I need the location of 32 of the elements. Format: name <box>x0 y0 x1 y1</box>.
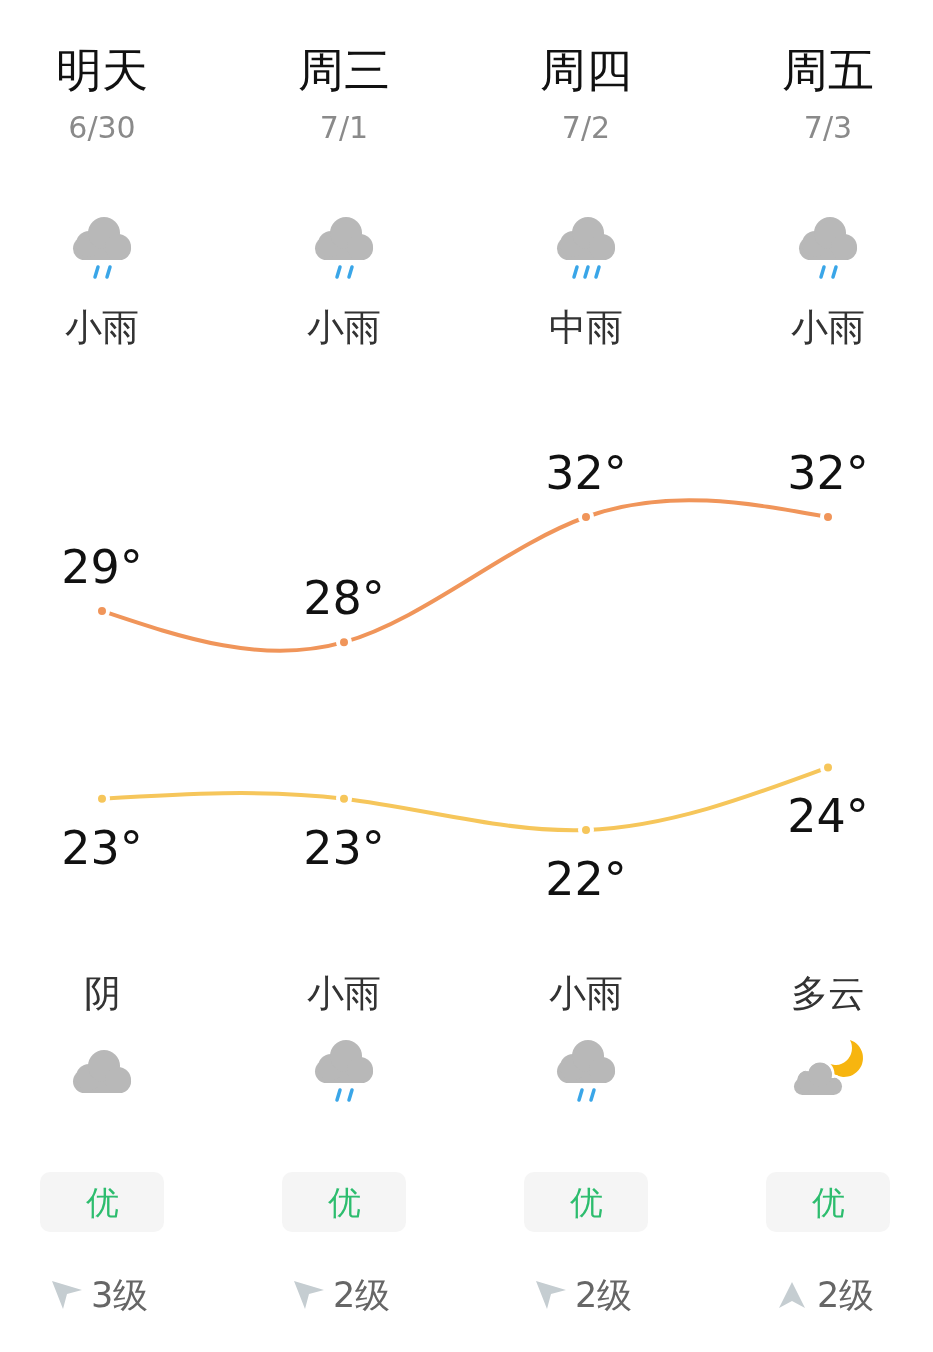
text: 多云 <box>791 971 865 1015</box>
text: 优 <box>569 1182 603 1222</box>
text: 小雨 <box>65 305 139 349</box>
data-label: 28° <box>303 571 385 626</box>
text: 2级 <box>333 1275 391 1315</box>
data-label: 32° <box>787 446 869 500</box>
text: 优 <box>811 1182 845 1222</box>
data-label: 23° <box>303 820 385 875</box>
x-tick-label: 周三 <box>298 43 390 97</box>
data-label: 23° <box>61 820 143 875</box>
text: 优 <box>85 1182 119 1222</box>
text: 小雨 <box>307 305 381 349</box>
text: 2级 <box>575 1275 633 1315</box>
data-label: 32° <box>545 446 627 500</box>
text: 6/30 <box>68 109 136 145</box>
text: 2级 <box>817 1275 875 1315</box>
data-label: 22° <box>545 852 627 906</box>
x-tick-label: 周五 <box>782 43 874 97</box>
text: 7/3 <box>803 109 853 145</box>
text: 优 <box>327 1182 361 1222</box>
data-label: 29° <box>61 539 143 594</box>
text: 3级 <box>91 1275 149 1315</box>
text: 小雨 <box>791 305 865 349</box>
text: 小雨 <box>307 971 381 1015</box>
text: 7/1 <box>319 109 369 145</box>
text: 阴 <box>83 971 121 1015</box>
text: 中雨 <box>549 305 623 349</box>
x-tick-label: 周四 <box>540 43 632 97</box>
data-label: 24° <box>787 789 869 844</box>
text: 7/2 <box>561 109 611 145</box>
text: 小雨 <box>549 971 623 1015</box>
x-tick-label: 明天 <box>56 43 148 97</box>
